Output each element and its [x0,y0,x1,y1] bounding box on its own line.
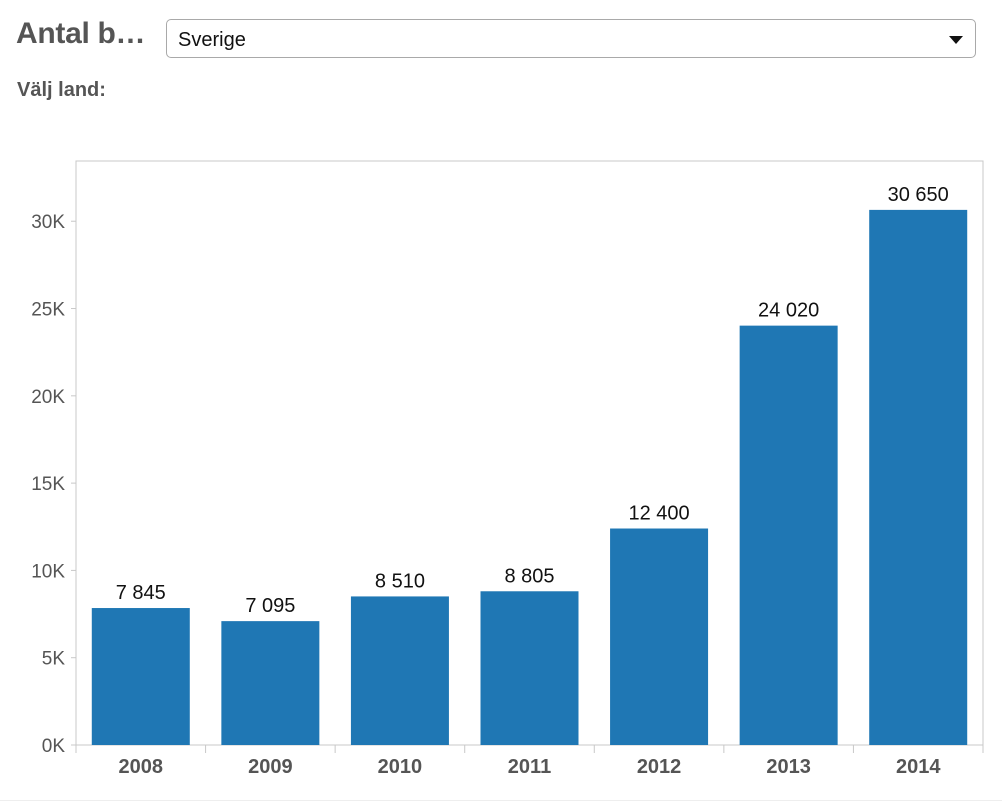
bar-value-label: 8 510 [375,570,425,592]
bar-2014[interactable] [869,209,968,746]
bar-value-label: 7 845 [116,582,166,604]
y-tick-label: 25K [31,300,65,321]
bar-2011[interactable] [480,591,579,745]
x-tick-label: 2008 [119,756,164,778]
country-select-value: Sverige [178,29,246,51]
bar-2012[interactable] [610,528,709,745]
page-title: Antal b… [16,17,146,50]
bar-value-label: 24 020 [758,300,819,322]
y-tick-label: 10K [31,561,65,582]
x-tick-label: 2013 [766,756,811,778]
country-select-label: Välj land: [17,79,106,101]
y-tick-label: 5K [42,649,66,670]
x-tick-label: 2009 [248,756,293,778]
x-tick-label: 2010 [378,756,423,778]
country-select[interactable]: Sverige [166,19,976,58]
x-tick-label: 2011 [508,756,551,778]
footer-divider [0,800,1002,801]
bar-2013[interactable] [739,325,838,745]
bar-value-label: 12 400 [628,503,689,525]
y-tick-label: 20K [31,387,65,408]
bar-2009[interactable] [221,621,320,745]
bar-value-label: 7 095 [245,595,295,617]
bar-value-label: 30 650 [888,184,949,206]
x-tick-label: 2012 [637,756,682,778]
y-tick-label: 30K [31,212,65,233]
y-tick-label: 0K [42,736,66,757]
bar-2008[interactable] [91,608,190,745]
bar-value-label: 8 805 [504,565,554,587]
x-tick-label: 2014 [896,756,941,778]
chevron-down-icon[interactable] [949,36,963,44]
bar-2010[interactable] [350,596,449,745]
y-tick-label: 15K [31,474,65,495]
